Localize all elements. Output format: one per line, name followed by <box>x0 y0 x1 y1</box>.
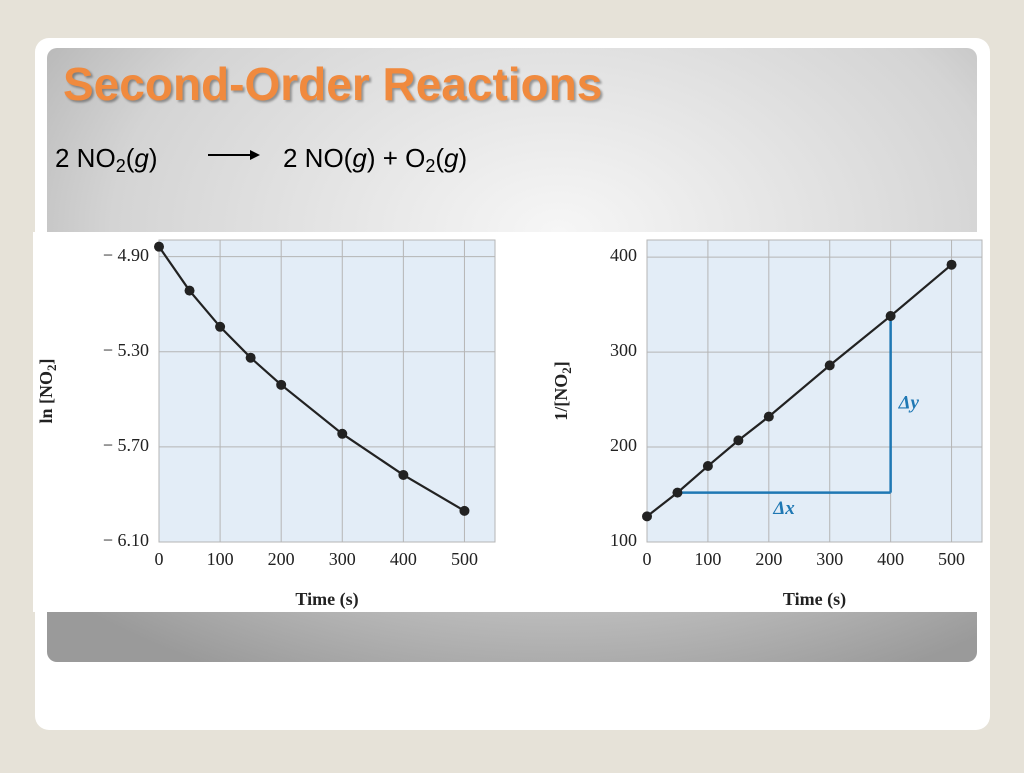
y-tick-label: − 5.30 <box>103 340 149 360</box>
slide-title: Second-Order Reactions <box>63 58 602 110</box>
x-tick-label: 100 <box>694 549 721 569</box>
y-label-sub: 2 <box>559 367 574 374</box>
plot-area <box>646 239 983 543</box>
x-tick-label: 500 <box>451 549 478 569</box>
data-point <box>245 352 256 363</box>
data-point <box>215 321 226 332</box>
data-point <box>763 411 774 422</box>
eq-part: ) <box>458 143 467 173</box>
x-tick-label: 300 <box>816 549 843 569</box>
annotation: Δx <box>772 498 795 519</box>
y-label-part: 1/[NO <box>551 374 571 421</box>
curve <box>158 246 466 512</box>
eq-part: 2 NO <box>55 143 116 173</box>
curve <box>646 263 953 518</box>
data-point <box>824 360 835 371</box>
eq-part: ) + O <box>367 143 426 173</box>
eq-part: ( <box>435 143 444 173</box>
y-axis-label: 1/[NO2] <box>551 361 574 421</box>
x-tick-label: 200 <box>268 549 295 569</box>
data-point <box>946 259 957 270</box>
equation-products: 2 NO(g) + O2(g) <box>283 143 467 176</box>
eq-part: g <box>352 143 367 173</box>
eq-part: ( <box>126 143 135 173</box>
x-axis-label: Time (s) <box>295 589 358 610</box>
equation-reactants: 2 NO2(g) <box>55 143 158 176</box>
y-tick-label: 400 <box>610 245 637 265</box>
data-point <box>672 487 683 498</box>
y-axis-label: ln [NO2] <box>36 358 59 423</box>
y-tick-label: 200 <box>610 435 637 455</box>
x-tick-label: 100 <box>207 549 234 569</box>
plot-area <box>158 239 496 543</box>
x-tick-label: 400 <box>877 549 904 569</box>
arrow-head <box>250 150 260 160</box>
x-tick-label: 400 <box>390 549 417 569</box>
data-point <box>154 241 164 252</box>
x-tick-label: 200 <box>755 549 782 569</box>
eq-sub: 2 <box>116 156 126 176</box>
data-point <box>184 285 195 296</box>
y-tick-label: 300 <box>610 340 637 360</box>
y-label-sub: 2 <box>44 364 59 371</box>
y-tick-label: 100 <box>610 530 637 550</box>
x-tick-label: 0 <box>155 549 164 569</box>
x-tick-label: 500 <box>938 549 965 569</box>
x-axis-label: Time (s) <box>783 589 846 610</box>
y-tick-label: − 5.70 <box>103 435 149 455</box>
data-point <box>337 428 348 439</box>
y-tick-label: − 4.90 <box>103 245 149 265</box>
eq-part: g <box>444 143 459 173</box>
annotation: Δy <box>898 393 920 414</box>
data-point <box>398 469 409 480</box>
y-label-part: ln [NO <box>36 371 56 424</box>
x-tick-label: 0 <box>643 549 652 569</box>
y-label-part: ] <box>551 361 571 367</box>
y-label-part: ] <box>36 358 56 364</box>
eq-part: 2 NO( <box>283 143 353 173</box>
data-point <box>885 310 896 321</box>
eq-sub: 2 <box>425 156 435 176</box>
data-point <box>276 379 287 390</box>
eq-part: ) <box>149 143 158 173</box>
data-point <box>459 505 470 516</box>
x-tick-label: 300 <box>329 549 356 569</box>
y-tick-label: − 6.10 <box>103 530 149 550</box>
data-point <box>702 461 713 472</box>
eq-part: g <box>134 143 149 173</box>
data-point <box>733 435 744 446</box>
data-point <box>642 511 652 522</box>
